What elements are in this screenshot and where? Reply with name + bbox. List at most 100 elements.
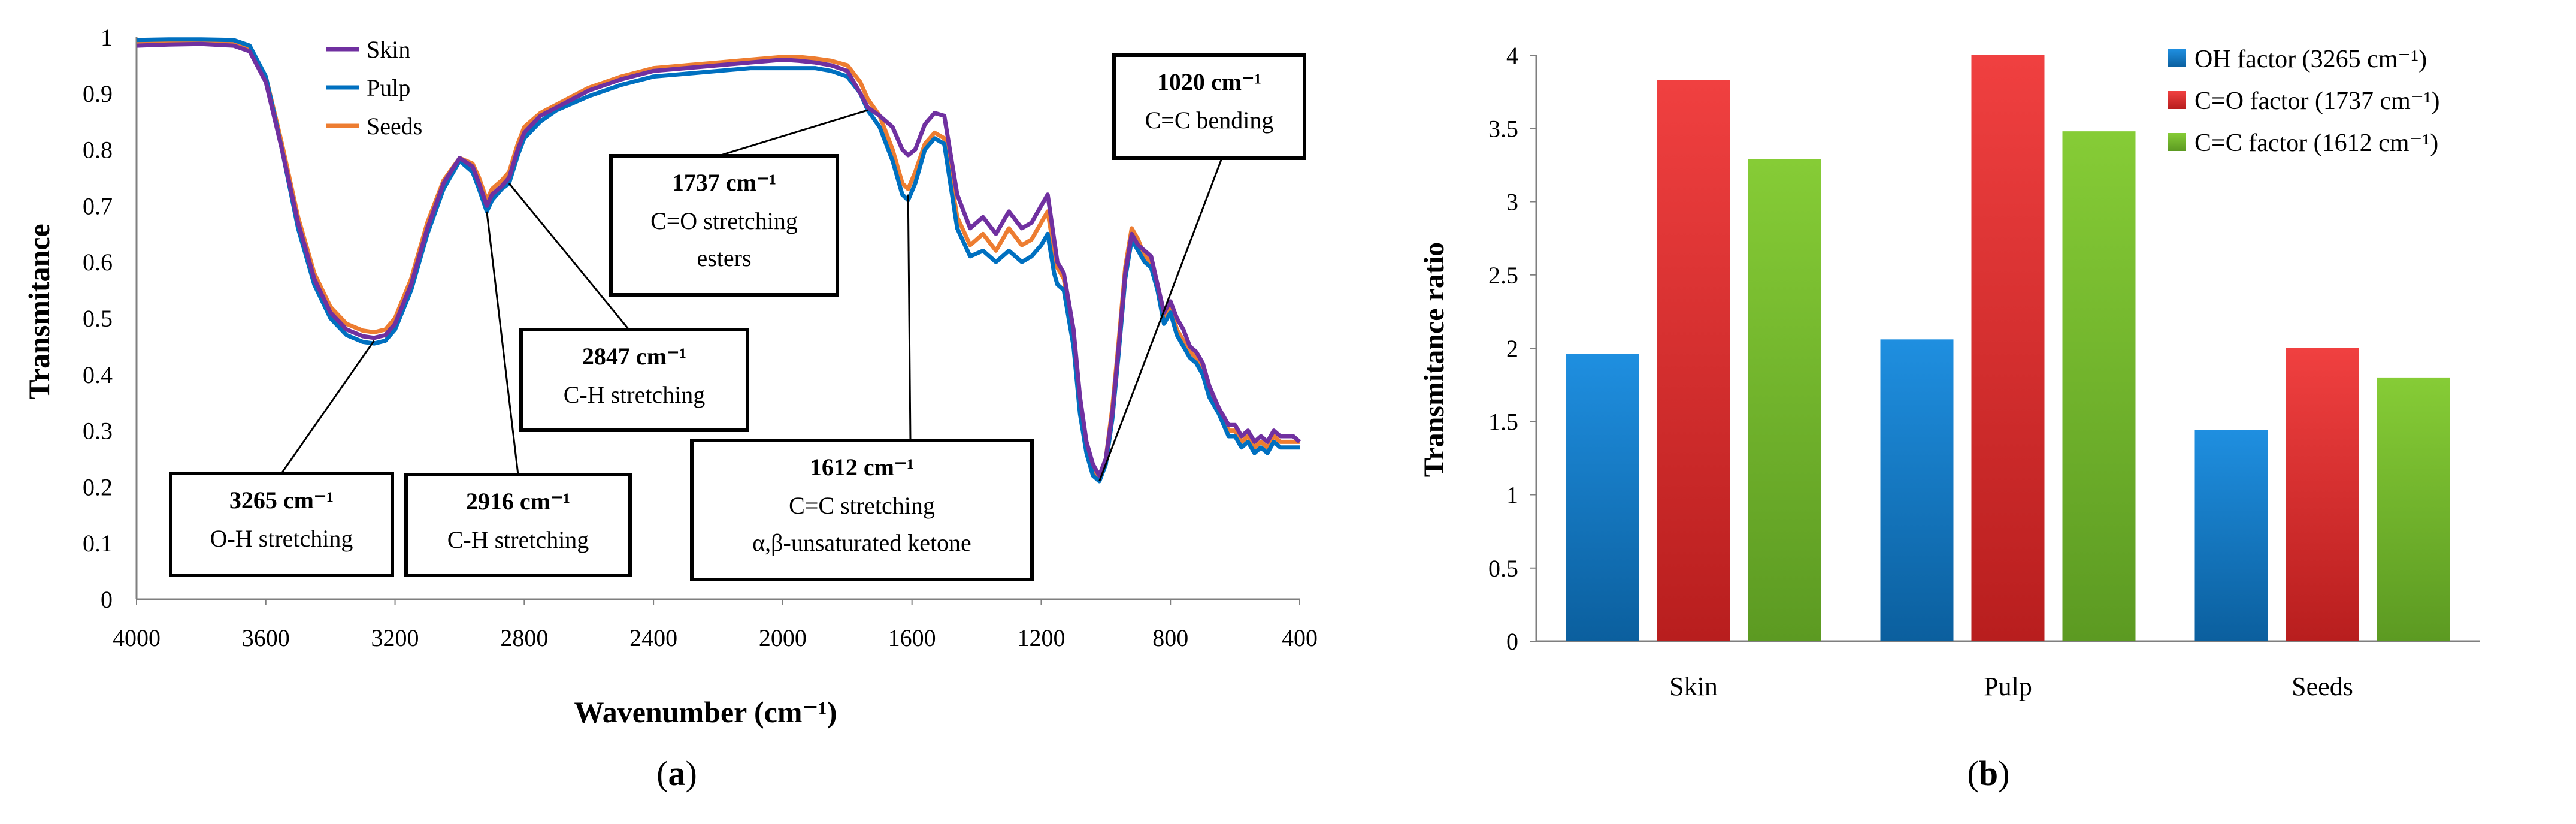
category-label-skin: Skin xyxy=(1669,672,1718,701)
panel-a-x-tick-label: 1600 xyxy=(888,624,936,651)
bar-seeds-2 xyxy=(2377,377,2450,641)
panel-b-y-tick-label: 1.5 xyxy=(1488,408,1518,435)
panel-a-label: (a) xyxy=(656,754,697,793)
annotation-callout: 1020 cm⁻¹ C=C bending xyxy=(1098,53,1306,482)
panel-b-category-labels: Skin Pulp Seeds xyxy=(1669,672,2353,701)
category-label-pulp: Pulp xyxy=(1984,672,2032,701)
legend-swatch-2 xyxy=(2168,133,2186,151)
panel-b-y-tick-label: 0 xyxy=(1506,628,1518,655)
panel-a-x-tick-label: 3600 xyxy=(242,624,290,651)
annotation-text: C=O stretching xyxy=(650,207,798,234)
annotation-callout: 1737 cm⁻¹ C=O stretching esters xyxy=(609,109,868,297)
annotation-text: C-H stretching xyxy=(447,526,589,553)
annotation-title: 3265 cm⁻¹ xyxy=(229,487,334,514)
panel-a-x-tick-label: 2800 xyxy=(500,624,548,651)
annotation-box xyxy=(404,473,632,577)
panel-a-x-axis-label: Wavenumber (cm⁻¹) xyxy=(574,695,837,729)
panel-b-bar-chart: 0 0.5 1 1.5 2 2.5 3 3.5 4 Skin Pulp Seeds OH facto… xyxy=(1418,42,2480,793)
annotation-title: 1020 cm⁻¹ xyxy=(1157,68,1261,95)
legend-label-1: C=O factor (1737 cm⁻¹) xyxy=(2194,87,2440,115)
panel-a-axes xyxy=(135,37,1300,600)
annotation-leader-line xyxy=(1098,158,1223,482)
annotation-box xyxy=(1112,53,1306,160)
legend-label-0: OH factor (3265 cm⁻¹) xyxy=(2194,46,2427,73)
bar-pulp-2 xyxy=(2062,131,2136,641)
annotation-text: O-H stretching xyxy=(210,525,353,552)
annotation-callout: 1612 cm⁻¹ C=C stretching α,β-unsaturated k… xyxy=(690,194,1034,581)
panel-a-x-tick-label: 2000 xyxy=(759,624,807,651)
panel-a-y-tick-label: 0.2 xyxy=(83,473,113,500)
panel-a-y-tick-label: 0 xyxy=(101,586,113,613)
panel-a-line-chart: 0 0.1 0.2 0.3 0.4 0.5 0.6 0.7 0.8 0.9 1 4000 3600 32… xyxy=(22,24,1318,793)
panel-a-y-tick-label: 0.7 xyxy=(83,192,113,219)
panel-b-y-tick-label: 2.5 xyxy=(1488,262,1518,289)
panel-a-x-tick-label: 2400 xyxy=(629,624,677,651)
panel-a-y-ticks: 0 0.1 0.2 0.3 0.4 0.5 0.6 0.7 0.8 0.9 1 xyxy=(83,24,113,613)
panel-a-annotations: 3265 cm⁻¹ O-H stretching 2916 cm⁻¹ C-H stre… xyxy=(169,53,1306,581)
legend-label-seeds: Seeds xyxy=(367,113,422,140)
bar-skin-0 xyxy=(1566,354,1639,641)
annotation-title: 1737 cm⁻¹ xyxy=(672,169,776,196)
panel-b-label: (b) xyxy=(1967,754,2010,793)
annotation-callout: 2847 cm⁻¹ C-H stretching xyxy=(508,182,749,432)
bar-pulp-0 xyxy=(1880,339,1954,641)
panel-a-x-tick-label: 4000 xyxy=(113,624,161,651)
legend-label-2: C=C factor (1612 cm⁻¹) xyxy=(2194,129,2438,157)
panel-a-y-tick-label: 1 xyxy=(101,24,113,51)
panel-a-x-tick-label: 400 xyxy=(1282,624,1318,651)
panel-a-y-tick-label: 0.5 xyxy=(83,305,113,332)
category-label-seeds: Seeds xyxy=(2292,672,2353,701)
panel-a-y-tick-label: 0.3 xyxy=(83,418,113,445)
annotation-box xyxy=(519,328,749,432)
annotation-text: α,β-unsaturated ketone xyxy=(752,529,971,556)
annotation-leader-line xyxy=(508,182,630,330)
panel-a-legend: Skin Pulp Seeds xyxy=(326,36,422,140)
annotation-title: 2916 cm⁻¹ xyxy=(466,488,570,515)
bar-seeds-1 xyxy=(2286,348,2359,641)
panel-b-y-tick-label: 2 xyxy=(1506,335,1518,362)
panel-a-y-tick-label: 0.6 xyxy=(83,249,113,276)
annotation-text: C-H stretching xyxy=(564,381,706,408)
bar-skin-1 xyxy=(1657,80,1730,641)
panel-a-y-tick-label: 0.9 xyxy=(83,80,113,107)
panel-b-y-tick-label: 1 xyxy=(1506,482,1518,509)
annotation-text: C=C stretching xyxy=(789,492,935,519)
panel-b-y-tick-label: 3 xyxy=(1506,189,1518,216)
legend-label-pulp: Pulp xyxy=(367,74,410,101)
annotation-text: C=C bending xyxy=(1145,107,1274,134)
bar-skin-2 xyxy=(1748,159,1821,642)
annotation-box xyxy=(609,154,839,297)
bar-seeds-0 xyxy=(2194,430,2268,641)
panel-b-y-tick-label: 4 xyxy=(1506,42,1518,69)
panel-b-y-ticks: 0 0.5 1 1.5 2 2.5 3 3.5 4 xyxy=(1488,42,1536,655)
panel-b-bars xyxy=(1566,55,2450,642)
panel-a-x-tick-label: 800 xyxy=(1152,624,1188,651)
bar-pulp-1 xyxy=(1971,55,2045,641)
series-line-skin xyxy=(136,41,1301,478)
annotation-box xyxy=(690,439,1034,581)
panel-b-legend: OH factor (3265 cm⁻¹) C=O factor (1737 cm… xyxy=(2168,46,2440,157)
annotation-callout: 3265 cm⁻¹ O-H stretching xyxy=(169,340,394,577)
annotation-leader-line xyxy=(486,211,519,475)
annotation-title: 1612 cm⁻¹ xyxy=(810,454,914,481)
panel-a-series-lines xyxy=(136,37,1301,484)
legend-swatch-1 xyxy=(2168,91,2186,109)
panel-a-y-tick-label: 0.8 xyxy=(83,137,113,164)
annotation-leader-line xyxy=(718,109,868,157)
annotation-title: 2847 cm⁻¹ xyxy=(582,343,686,370)
panel-a-x-tick-label: 1200 xyxy=(1017,624,1065,651)
panel-a-y-tick-label: 0.1 xyxy=(83,530,113,557)
annotation-box xyxy=(169,472,394,577)
annotation-callout: 2916 cm⁻¹ C-H stretching xyxy=(404,211,632,577)
panel-b-y-tick-label: 0.5 xyxy=(1488,555,1518,582)
panel-a-y-axis-label: Transmitance xyxy=(22,224,56,399)
panel-b-y-tick-label: 3.5 xyxy=(1488,115,1518,142)
legend-label-skin: Skin xyxy=(367,36,410,63)
legend-swatch-0 xyxy=(2168,49,2186,67)
annotation-text: esters xyxy=(697,245,751,271)
panel-a-y-tick-label: 0.4 xyxy=(83,361,113,388)
panel-b-y-axis-label: Transmitance ratio xyxy=(1418,242,1450,477)
annotation-leader-line xyxy=(907,194,912,441)
panel-a-x-ticks: 4000 3600 3200 2800 2400 2000 1600 1200 800 400 xyxy=(113,599,1318,651)
